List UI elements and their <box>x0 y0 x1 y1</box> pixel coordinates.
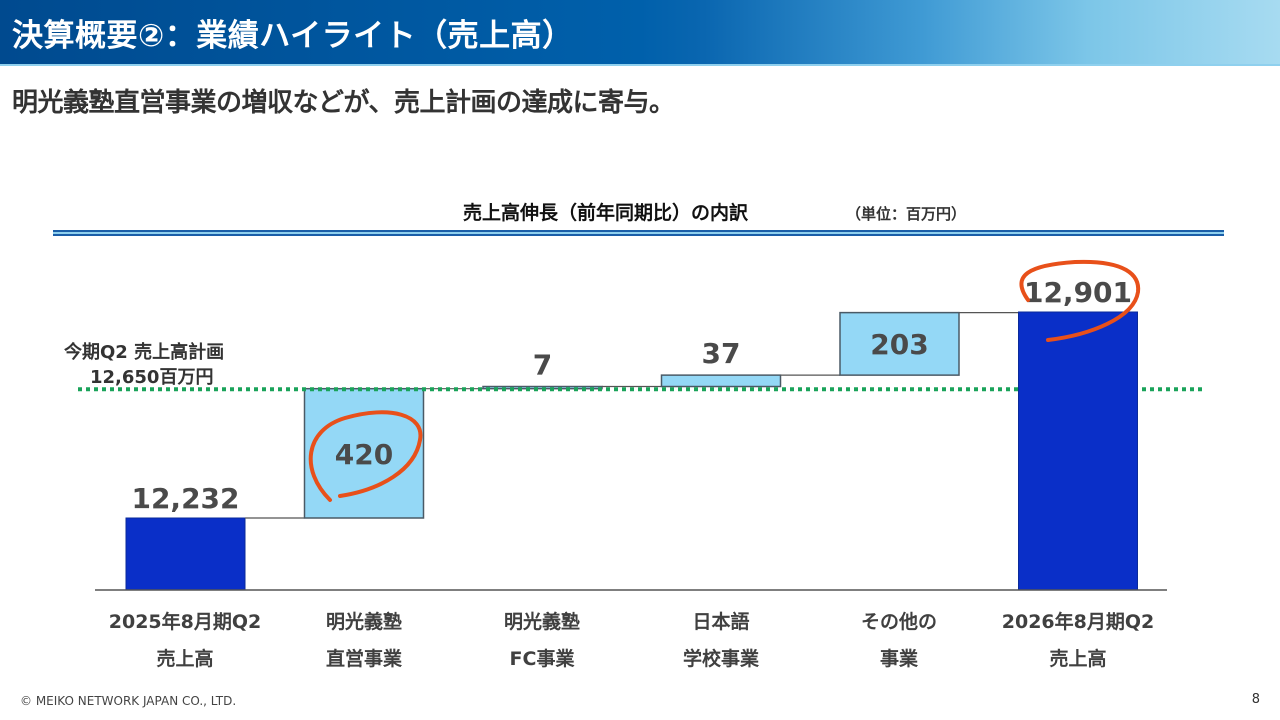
slide-subtitle: 明光義塾直営事業の増収などが、売上計画の達成に寄与。 <box>12 88 675 118</box>
x-label-line1: 2026年8月期Q2 <box>1001 611 1155 633</box>
x-label-line2: FC事業 <box>509 648 575 670</box>
value-label: 7 <box>533 349 552 382</box>
value-label: 12,232 <box>131 482 239 515</box>
value-label: 203 <box>870 328 928 361</box>
slide-title: 決算概要②：業績ハイライト（売上高） <box>12 18 574 54</box>
x-label-fc: 明光義塾 FC事業 <box>453 604 631 678</box>
plan-label-line1: 今期Q2 売上高計画 <box>64 342 225 363</box>
title-rule-gap <box>53 232 1224 234</box>
bar-prev-year-sales <box>125 517 246 591</box>
chart-unit: （単位：百万円） <box>846 205 967 223</box>
bar-current-year-sales <box>1018 311 1138 591</box>
x-label-current-year: 2026年8月期Q2 売上高 <box>989 604 1167 678</box>
chart-title: 売上高伸長（前年同期比）の内訳 <box>463 202 749 224</box>
x-label-line2: 事業 <box>879 648 918 670</box>
x-label-line1: 日本語 <box>692 611 750 633</box>
x-label-line2: 売上高 <box>156 648 214 670</box>
x-label-prev-year: 2025年8月期Q2 売上高 <box>96 604 274 678</box>
slide-header: 決算概要②：業績ハイライト（売上高） <box>0 0 1280 66</box>
title-rule-top <box>53 230 1224 232</box>
plan-label: 今期Q2 売上高計画 12,650百万円 <box>64 340 254 390</box>
highlight-circle-total <box>1019 259 1141 342</box>
bar-japanese-school <box>660 374 782 388</box>
x-label-other: その他の 事業 <box>810 604 988 678</box>
x-label-line1: 明光義塾 <box>325 611 402 633</box>
x-label-japanese-school: 日本語 学校事業 <box>632 604 810 678</box>
value-label: 37 <box>702 337 741 370</box>
x-label-line1: 2025年8月期Q2 <box>108 611 262 633</box>
x-label-line1: その他の <box>860 611 937 633</box>
value-label: 12,901 <box>1024 276 1132 309</box>
bar-other <box>839 311 960 376</box>
plan-label-line2: 12,650百万円 <box>90 367 214 388</box>
value-label: 420 <box>335 438 393 471</box>
highlight-circle-direct-sales <box>308 410 423 502</box>
x-label-line1: 明光義塾 <box>503 611 580 633</box>
title-rule-bottom <box>53 234 1224 236</box>
x-label-direct: 明光義塾 直営事業 <box>275 604 453 678</box>
x-label-line2: 学校事業 <box>682 648 759 670</box>
copyright: © MEIKO NETWORK JAPAN CO., LTD. <box>20 694 237 708</box>
value-labels: 12,232 420 7 37 203 12,901 <box>131 276 1132 515</box>
x-label-line2: 売上高 <box>1049 648 1107 670</box>
page-number: 8 <box>1251 692 1260 707</box>
x-label-line2: 直営事業 <box>325 648 402 670</box>
